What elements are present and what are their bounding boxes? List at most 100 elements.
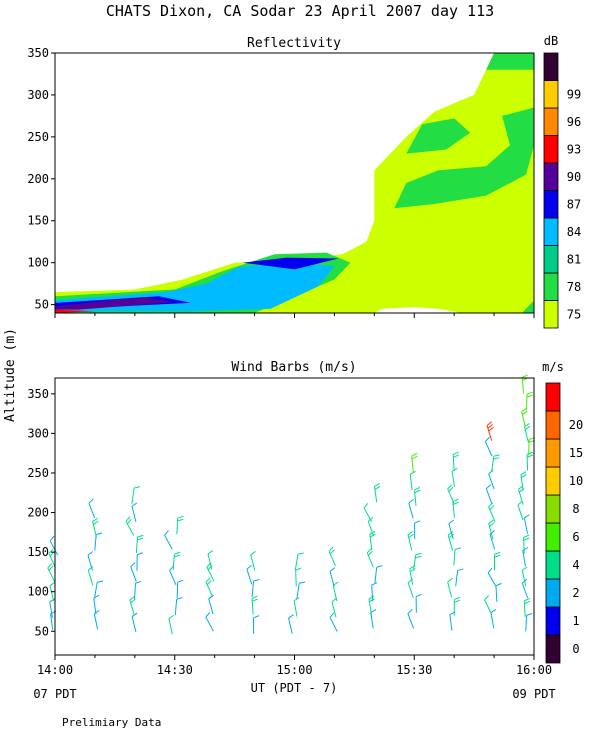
wind-barb [367, 549, 373, 568]
wind-barb [330, 568, 335, 587]
wind-barb [177, 516, 184, 534]
wind-barb [524, 515, 529, 534]
wind-barb [175, 598, 182, 616]
refl-colorbar-swatch-0 [544, 301, 558, 329]
refl-colorbar-swatch-4 [544, 191, 558, 219]
wind-xtick-label: 15:00 [276, 663, 312, 677]
wind-barb [135, 581, 142, 599]
refl-colorbar-swatch-3 [544, 218, 558, 246]
wind-colorbar-label: 2 [572, 586, 579, 600]
wind-barb [251, 551, 256, 570]
wind-barb [452, 468, 457, 487]
reflectivity-title: Reflectivity [247, 36, 341, 51]
wind-barb [294, 598, 299, 617]
wind-ytick-label: 250 [27, 466, 49, 480]
wind-xtick-label: 16:00 [516, 663, 552, 677]
refl-colorbar-label: 81 [567, 252, 581, 266]
refl-colorbar-swatch-9 [544, 53, 558, 81]
wind-barb [521, 472, 527, 491]
wind-barb [329, 547, 335, 566]
x-sublabel: 07 PDT [33, 687, 76, 701]
wind-colorbar-swatch-2 [546, 579, 560, 607]
wind-barb [289, 615, 294, 634]
refl-colorbar-label: 78 [567, 280, 581, 294]
wind-barb [410, 566, 416, 585]
wind-barb [454, 548, 461, 566]
wind-barb [177, 580, 183, 598]
wind-barb [375, 566, 383, 583]
x-sublabel: 09 PDT [512, 687, 555, 701]
refl-colorbar-label: 90 [567, 170, 581, 184]
wind-barb [412, 453, 418, 472]
refl-colorbar-swatch-7 [544, 108, 558, 136]
wind-barb [522, 408, 528, 427]
wind-barb [330, 613, 337, 632]
wind-colorbar-swatch-9 [546, 383, 560, 411]
wind-barb [247, 565, 252, 584]
wind-barb [489, 520, 495, 539]
refl-colorbar-label: 96 [567, 115, 581, 129]
wind-barb [375, 483, 381, 502]
wind-colorbar-swatch-8 [546, 411, 560, 439]
wind-barb [490, 530, 495, 549]
wind-barb [209, 595, 214, 614]
y-axis-label: Altitude (m) [3, 328, 18, 422]
wind-barb [527, 452, 533, 470]
wind-barb [526, 613, 532, 631]
wind-barb [456, 569, 464, 586]
wind-barb [252, 596, 258, 615]
wind-barb [173, 552, 180, 570]
footer-note: Prelimiary Data [62, 716, 161, 729]
wind-colorbar-swatch-0 [546, 635, 560, 663]
refl-ytick-label: 200 [27, 172, 49, 186]
refl-colorbar-swatch-8 [544, 81, 558, 109]
wind-barb [94, 610, 99, 629]
refl-ytick-label: 150 [27, 214, 49, 228]
wind-barb [131, 563, 137, 582]
refl-colorbar-swatch-6 [544, 136, 558, 164]
wind-colorbar-swatch-4 [546, 523, 560, 551]
wind-barb [89, 499, 95, 518]
wind-barbs-panel: Wind Barbs (m/s) 5010015020025030035014:… [27, 360, 583, 701]
refl-ytick-label: 350 [27, 46, 49, 60]
wind-barb [415, 487, 421, 506]
wind-barb [448, 532, 454, 551]
reflectivity-colorbar-unit: dB [544, 34, 558, 48]
wind-barb [524, 535, 530, 553]
wind-colorbar-swatch-7 [546, 439, 560, 467]
wind-xtick-label: 14:00 [37, 663, 73, 677]
wind-barb [408, 531, 414, 550]
wind-barb [448, 485, 454, 504]
wind-colorbar-label: 20 [569, 418, 583, 432]
wind-barb [206, 613, 213, 632]
wind-ytick-label: 150 [27, 545, 49, 559]
wind-barb [414, 553, 422, 570]
wind-barb [137, 553, 143, 571]
wind-barb [253, 616, 259, 634]
refl-colorbar-swatch-2 [544, 246, 558, 274]
wind-barb [496, 583, 501, 601]
wind-colorbar-label: 1 [572, 614, 579, 628]
wind-barb [206, 578, 213, 597]
wind-plot-frame [55, 378, 534, 655]
wind-barb [295, 553, 304, 570]
refl-colorbar-swatch-1 [544, 273, 558, 301]
refl-colorbar-label: 99 [567, 87, 581, 101]
wind-colorbar-swatch-1 [546, 607, 560, 635]
wind-colorbar-swatch-5 [546, 495, 560, 523]
wind-ytick-label: 300 [27, 426, 49, 440]
wind-barb [454, 597, 460, 615]
wind-barb [526, 392, 532, 410]
wind-barb [126, 517, 134, 536]
wind-barb [132, 503, 137, 522]
wind-colorbar-label: 15 [569, 446, 583, 460]
wind-barb [522, 567, 527, 586]
reflectivity-contour-4 [486, 53, 534, 70]
wind-colorbar-unit: m/s [542, 360, 564, 374]
refl-colorbar-label: 84 [567, 225, 581, 239]
refl-ytick-label: 250 [27, 130, 49, 144]
reflectivity-contours [55, 53, 534, 313]
